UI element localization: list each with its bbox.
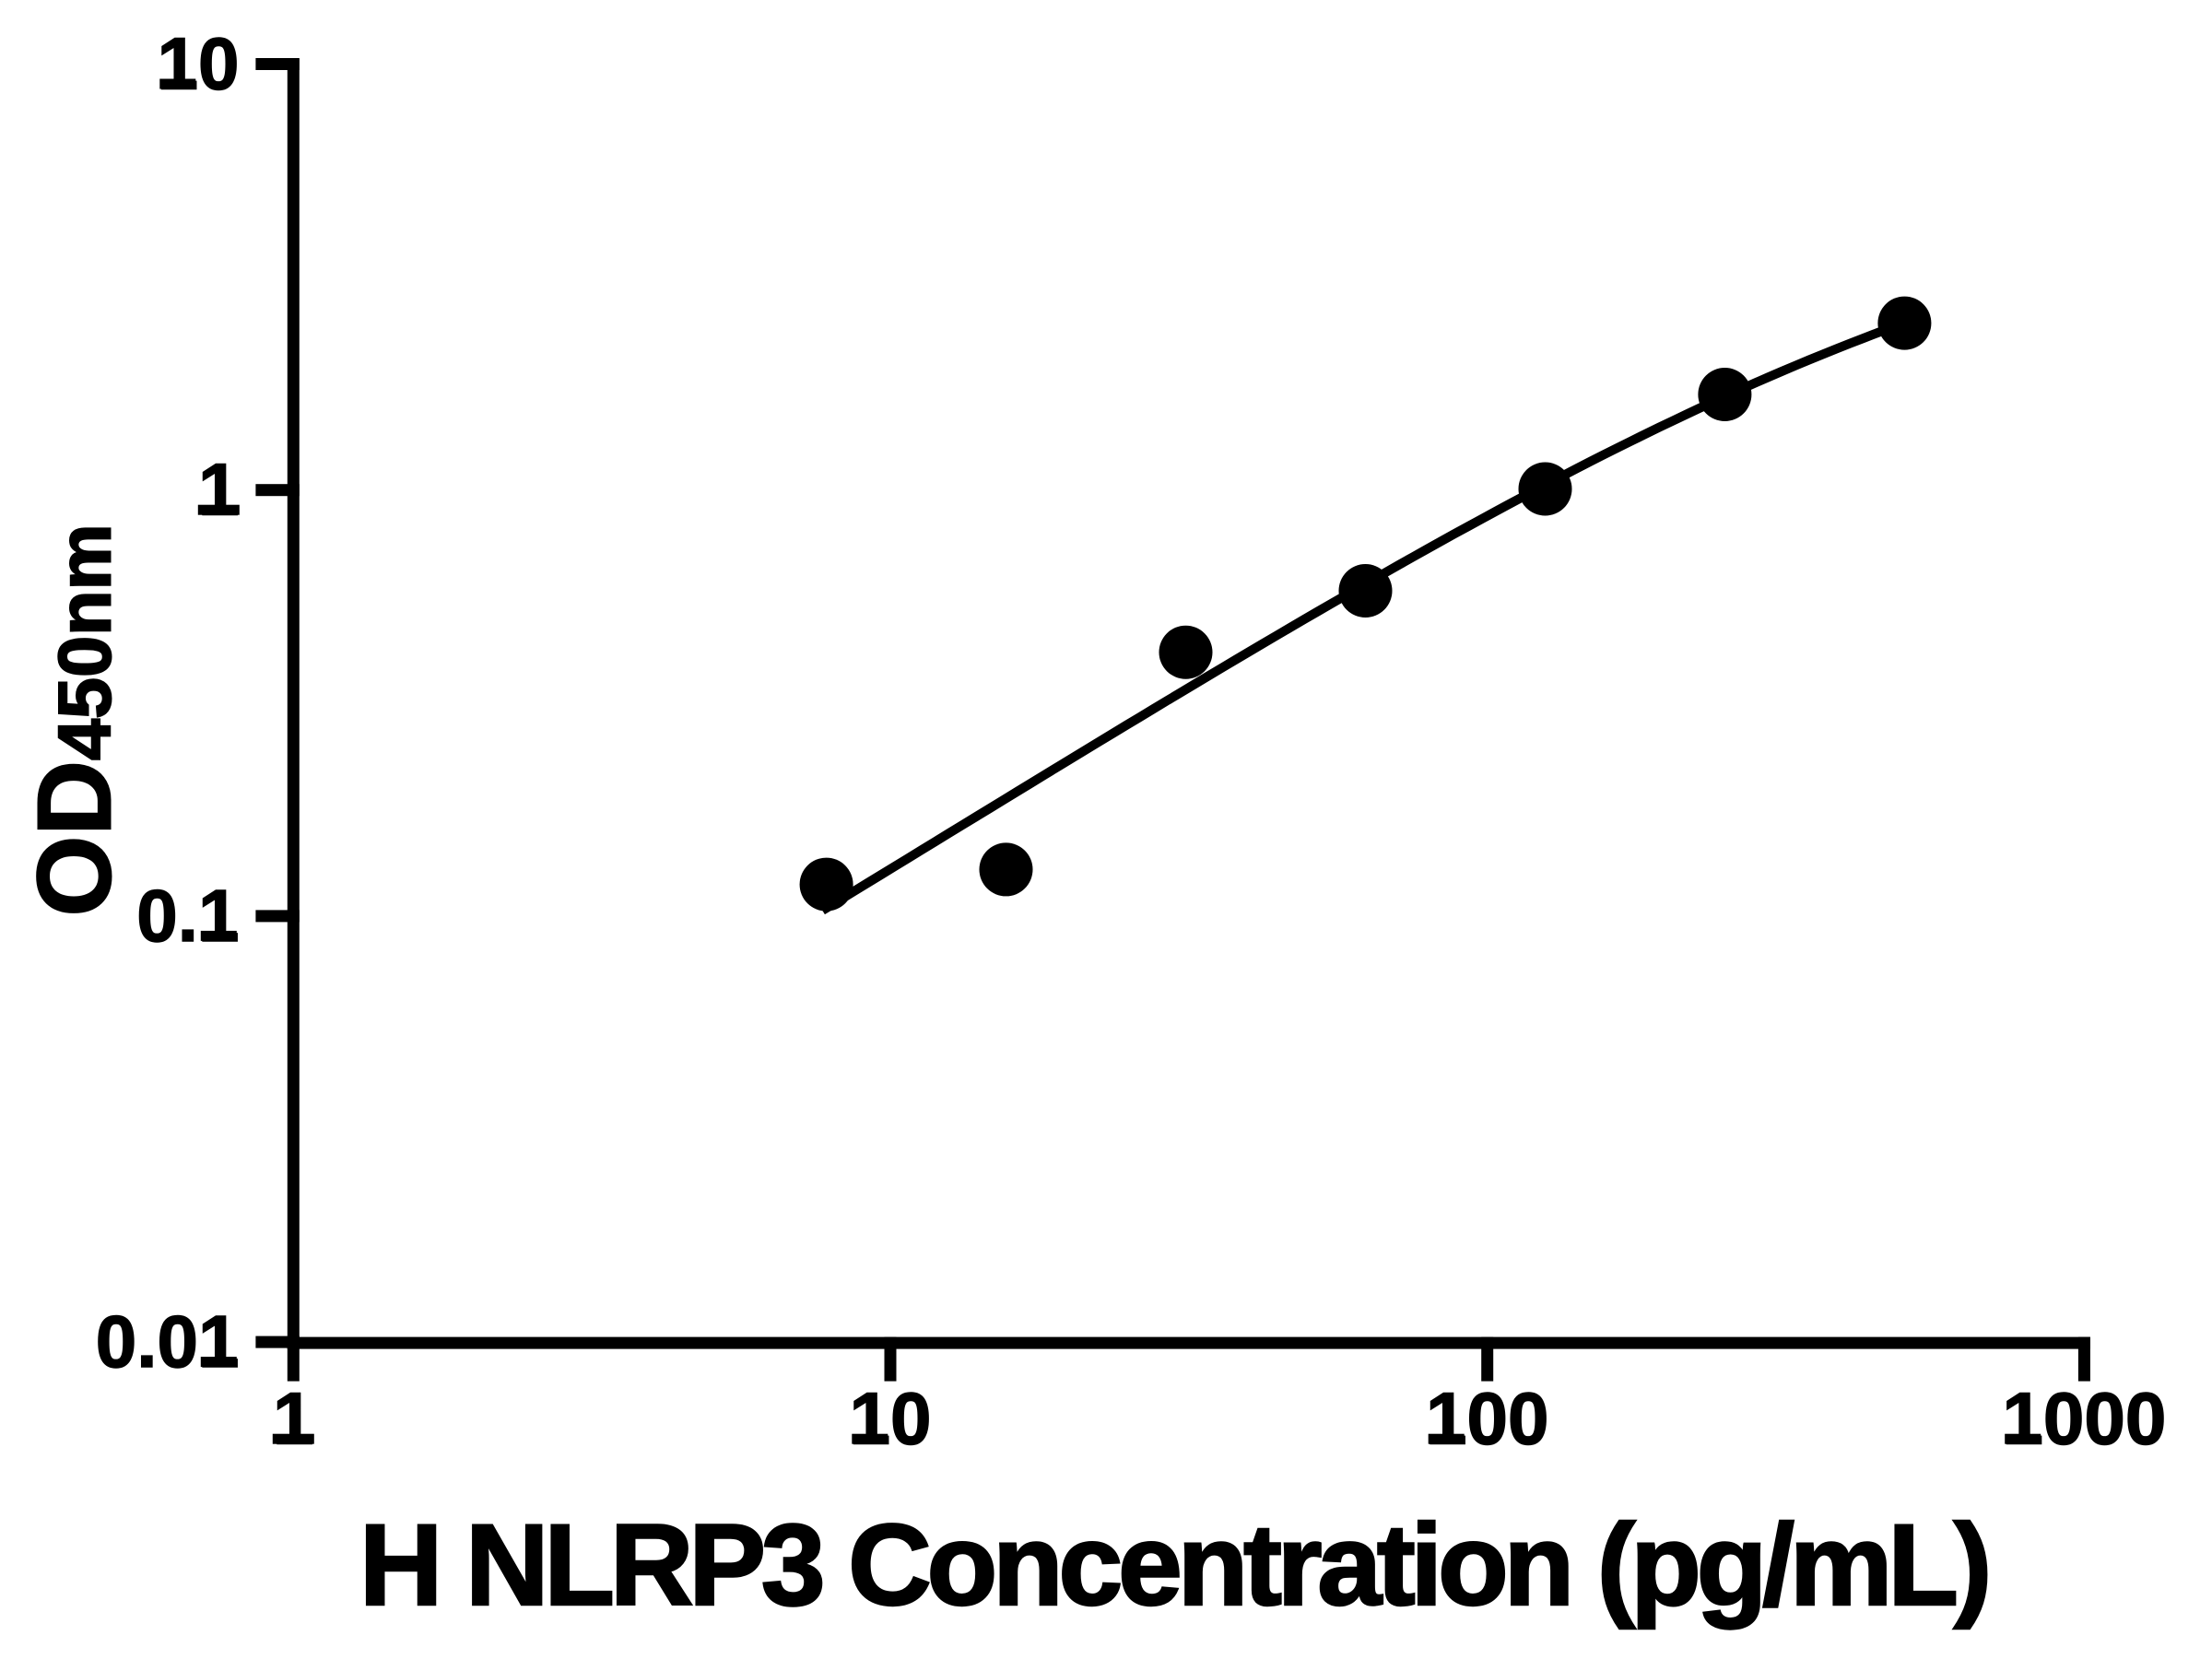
svg-text:100: 100 [1426, 1378, 1548, 1460]
svg-text:H NLRP3 Concentration (pg/mL): H NLRP3 Concentration (pg/mL) [359, 1500, 1987, 1630]
svg-text:1: 1 [198, 449, 240, 531]
svg-text:1: 1 [273, 1378, 314, 1460]
svg-text:0.01: 0.01 [96, 1300, 240, 1382]
svg-text:10: 10 [158, 23, 240, 105]
svg-text:10: 10 [850, 1378, 932, 1460]
svg-text:0.1: 0.1 [136, 875, 239, 957]
svg-text:1000: 1000 [2002, 1378, 2166, 1460]
